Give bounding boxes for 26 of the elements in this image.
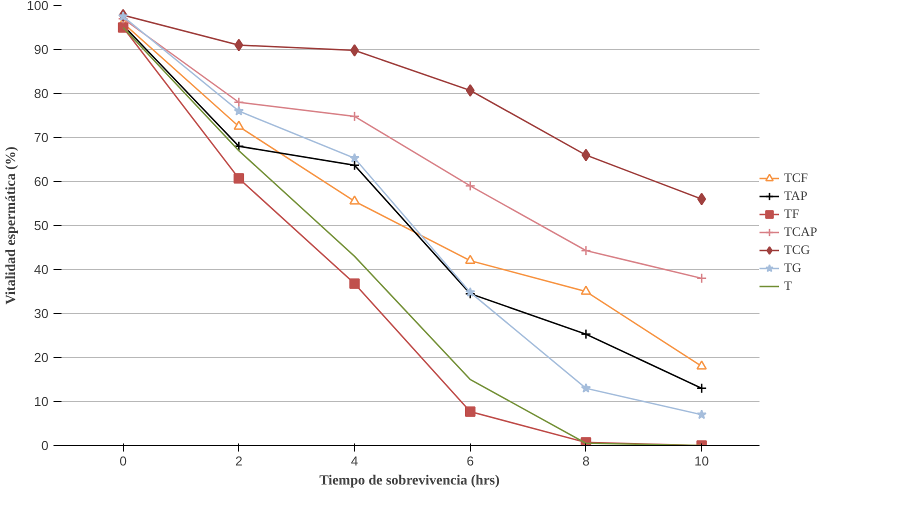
- x-axis-title: Tiempo de sobrevivencia (hrs): [319, 474, 500, 488]
- legend-label: TAP: [784, 187, 808, 205]
- x-tick-label: 0: [120, 454, 127, 468]
- y-tick-label: 10: [34, 394, 49, 409]
- x-tick-label: 6: [466, 454, 474, 468]
- y-axis-title: Vitalidad espermática (%): [4, 146, 19, 305]
- y-tick-label: 60: [34, 174, 49, 189]
- y-tick-label: 90: [34, 42, 49, 57]
- legend-label: TG: [784, 259, 802, 277]
- x-tick-label: 4: [350, 454, 358, 468]
- x-tick-label: 8: [582, 454, 590, 468]
- legend-label: TF: [784, 205, 800, 223]
- y-tick-label: 80: [34, 86, 49, 101]
- x-tick-label: 2: [235, 454, 242, 468]
- y-tick-label: 20: [34, 350, 49, 365]
- legend-label: TCAP: [784, 223, 818, 241]
- y-tick-label: 100: [26, 0, 49, 13]
- y-tick-label: 0: [41, 438, 49, 453]
- y-tick-label: 50: [34, 218, 49, 233]
- y-tick-label: 40: [34, 262, 49, 277]
- legend-label: TCG: [784, 241, 810, 259]
- legend-label: T: [784, 277, 793, 295]
- y-tick-label: 70: [34, 130, 49, 145]
- legend-label: TCF: [784, 169, 808, 187]
- y-tick-label: 30: [34, 306, 49, 321]
- x-tick-label: 10: [694, 454, 709, 468]
